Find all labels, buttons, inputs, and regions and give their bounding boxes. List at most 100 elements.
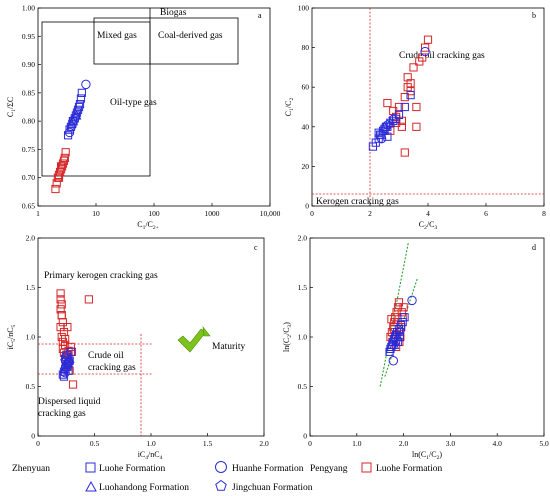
panel-a-letter: a <box>258 11 262 20</box>
data-point-square <box>68 380 78 389</box>
legend: Zhenyuan Luohe Formation Huanhe Formatio… <box>12 461 442 493</box>
panel-b-markers <box>368 35 433 157</box>
panel-d-xtick-label: 0 <box>308 439 312 448</box>
panel-a-xtick-label: 100 <box>148 209 160 218</box>
legend-pengyang-label: Pengyang <box>310 464 348 474</box>
panel-c-xtick-label: 1.5 <box>203 439 213 448</box>
data-point-square <box>55 167 65 177</box>
panel-c-ytick-label: 1.0 <box>26 333 36 342</box>
panel-a: a Biogas Mixed gas Coal-derived gas Oil-… <box>6 4 281 232</box>
data-point-circle <box>81 79 91 90</box>
data-point-pentagon <box>62 359 73 369</box>
panel-a-ticks: 1 10 100 1000 10,000 0.65 0.70 0.75 0.80 0.85 0.90… <box>22 4 281 219</box>
data-point-pentagon <box>66 121 77 131</box>
maturity-label: Maturity <box>212 342 245 352</box>
panel-a-xlabel: C1/C2+ <box>137 220 159 231</box>
data-point-square <box>387 315 396 324</box>
data-point-square <box>412 102 421 112</box>
data-point-square <box>394 110 404 120</box>
data-point-square <box>423 35 433 44</box>
panel-c-ytick-label: 0.5 <box>26 382 36 391</box>
legend-entry-luohe-zhenyuan: Luohe Formation <box>99 464 165 474</box>
panel-b-xtick-label: 8 <box>542 209 546 218</box>
panel-d-ytick-label: 2.0 <box>298 234 308 243</box>
data-point-circle <box>376 133 387 144</box>
data-point-square <box>383 98 392 108</box>
legend-triangle-icon <box>85 480 97 492</box>
panel-c-ylabel: iC5/nC5 <box>6 324 17 349</box>
data-point-pentagon <box>388 113 399 123</box>
data-point-square <box>59 156 69 165</box>
data-point-pentagon <box>391 335 401 346</box>
panel-b-xtick-label: 0 <box>310 209 314 218</box>
data-point-square <box>56 295 65 304</box>
data-point-square <box>74 102 84 112</box>
data-point-square <box>58 318 67 327</box>
data-point-square <box>397 116 406 125</box>
data-point-square <box>63 323 72 332</box>
data-point-square <box>72 108 82 117</box>
legend-square-icon <box>85 462 96 473</box>
panel-c-ticks: 0 0.5 1.0 1.5 2.0 0 0.5 1.0 1.5 2.0 <box>26 234 269 449</box>
data-point-square <box>61 334 70 344</box>
data-point-square <box>412 122 421 131</box>
data-point-pentagon <box>60 355 70 365</box>
data-point-triangle <box>67 115 78 126</box>
data-point-square <box>63 131 73 140</box>
panel-d-ytick-label: 1.0 <box>298 333 308 342</box>
panel-d-xtick-label: 3.0 <box>446 439 456 448</box>
oil-type-gas-region <box>41 21 151 177</box>
maturity-arrowhead-icon <box>202 325 211 337</box>
legend-entry-jingchuan: Jingchuan Formation <box>232 483 313 493</box>
data-point-square <box>58 159 68 168</box>
panel-d-ytick-label: 1.5 <box>298 283 308 292</box>
data-point-square <box>383 132 392 141</box>
data-point-square <box>421 43 430 52</box>
mixed-coal-gas-region <box>93 17 239 65</box>
data-point-square <box>406 91 415 100</box>
panel-b-xtick-label: 6 <box>484 209 488 218</box>
panel-d-xtick-label: 5.0 <box>539 439 549 448</box>
panel-c-letter: c <box>254 243 258 252</box>
legend-circle-icon <box>215 461 227 473</box>
panel-a-ytick-label: 0.90 <box>22 60 35 69</box>
panel-a-xtick-label: 10 <box>92 209 100 218</box>
legend-entry-huanhe: Huanhe Formation <box>232 464 304 474</box>
panel-a-xtick-label: 1000 <box>205 209 220 218</box>
data-point-square <box>84 295 93 304</box>
panel-c-ytick-label: 1.5 <box>26 283 36 292</box>
panel-d-xlabel: ln(C1/C2) <box>412 450 442 461</box>
biogas-label: Biogas <box>160 8 187 18</box>
kerogen-cracking-gas-label: Kerogen cracking gas <box>316 197 399 207</box>
panel-c-xtick-label: 0.5 <box>90 439 100 448</box>
legend-entry-luohe-pengyang: Luohe Formation <box>376 464 442 474</box>
data-point-circle <box>407 295 417 306</box>
panel-d-markers <box>385 295 417 366</box>
data-point-square <box>57 311 66 320</box>
data-point-square <box>56 305 65 314</box>
panel-b-xtick-label: 4 <box>426 209 430 218</box>
panel-a-ytick-label: 0.70 <box>22 173 35 182</box>
legend-entry-luohandong: Luohandong Formation <box>99 483 189 493</box>
crude-oil-cracking-gas-label-2: cracking gas <box>88 363 136 373</box>
panel-d-xtick-label: 4.0 <box>493 439 503 448</box>
panel-a-ylabel: C1/ΣC <box>6 97 17 117</box>
panel-d-letter: d <box>532 243 536 252</box>
maturity-arrow-icon <box>177 328 207 353</box>
data-point-square <box>403 73 412 82</box>
panel-d-ylabel: ln(C2/C3) <box>282 322 293 352</box>
data-point-square <box>396 321 405 330</box>
data-point-square <box>387 342 396 351</box>
panel-a-ytick-label: 0.85 <box>22 88 35 97</box>
panel-b-ytick-label: 60 <box>302 83 310 92</box>
panel-a-markers <box>51 79 91 194</box>
panel-b: b Crude oil cracking gas Kerogen crackin… <box>284 4 546 232</box>
data-point-square <box>400 313 409 322</box>
panel-b-ytick-label: 40 <box>302 122 310 131</box>
panel-d-ticks: 0 1.0 2.0 3.0 4.0 5.0 0 0.5 1.0 1.5 2.0 <box>298 234 549 449</box>
data-point-square <box>56 162 66 171</box>
panel-d-xtick-label: 2.0 <box>399 439 409 448</box>
legend-pentagon-icon <box>215 479 227 491</box>
